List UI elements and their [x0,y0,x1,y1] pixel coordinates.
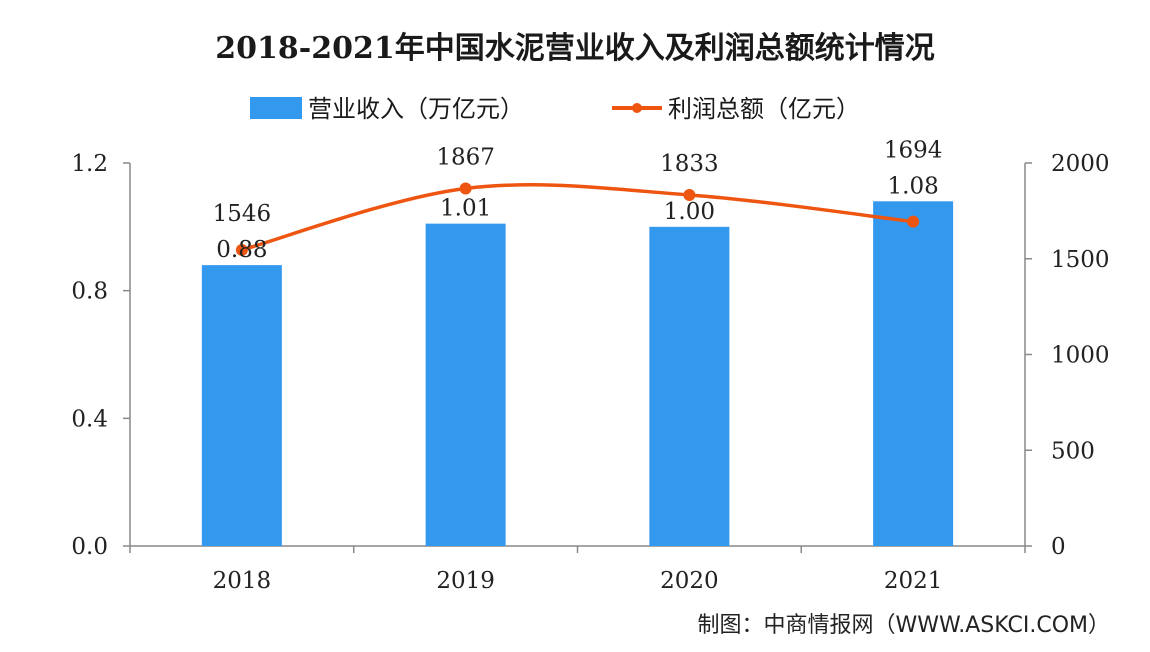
bar-value-label: 1.08 [888,173,939,199]
profit-line [241,183,914,252]
source-credit: 制图：中商情报网（WWW.ASKCI.COM） [698,613,1110,638]
line-value-label: 1694 [884,137,943,163]
legend-bar-label: 营业收入（万亿元） [308,95,524,123]
legend: 营业收入（万亿元） 利润总额（亿元） [250,95,860,123]
data-labels: 0.88 1.01 1.00 1.08 1546 1867 1833 1694 [213,137,943,263]
right-tick-label: 2000 [1051,151,1110,177]
bar [873,201,954,547]
line-value-label: 1867 [436,144,495,170]
line-point [459,182,472,195]
line-point [235,243,248,256]
left-tick-label: 0.8 [71,279,108,305]
legend-bar-swatch [250,97,302,119]
bar [649,226,730,547]
bar-value-label: 0.88 [216,237,267,263]
left-tick-label: 0.0 [71,534,108,560]
line-point [683,188,696,201]
x-tick-label: 2020 [660,568,719,594]
bar [425,223,506,546]
right-tick-label: 0 [1051,534,1066,560]
bar-series [201,201,954,547]
left-tick-label: 0.4 [71,406,108,432]
right-tick-label: 1500 [1051,247,1110,273]
line-series [235,182,920,256]
x-tick-label: 2021 [884,568,943,594]
bar-value-label: 1.01 [440,196,491,222]
bar [201,265,282,546]
x-tick-label: 2019 [436,568,495,594]
chart-title: 2018-2021年中国水泥营业收入及利润总额统计情况 [215,31,934,66]
x-tick-label: 2018 [213,568,272,594]
line-value-label: 1546 [213,201,272,227]
bar-value-label: 1.00 [664,199,715,225]
left-tick-label: 1.2 [71,151,108,177]
line-value-label: 1833 [660,151,719,177]
line-point [907,215,920,228]
legend-line-marker [632,103,642,113]
legend-line-label: 利润总额（亿元） [668,95,860,123]
right-tick-label: 1000 [1051,343,1110,369]
right-tick-label: 500 [1051,438,1095,464]
axes: 0.0 0.4 0.8 1.2 0 500 1000 1500 2000 2018 2019 2020… [71,151,1109,594]
